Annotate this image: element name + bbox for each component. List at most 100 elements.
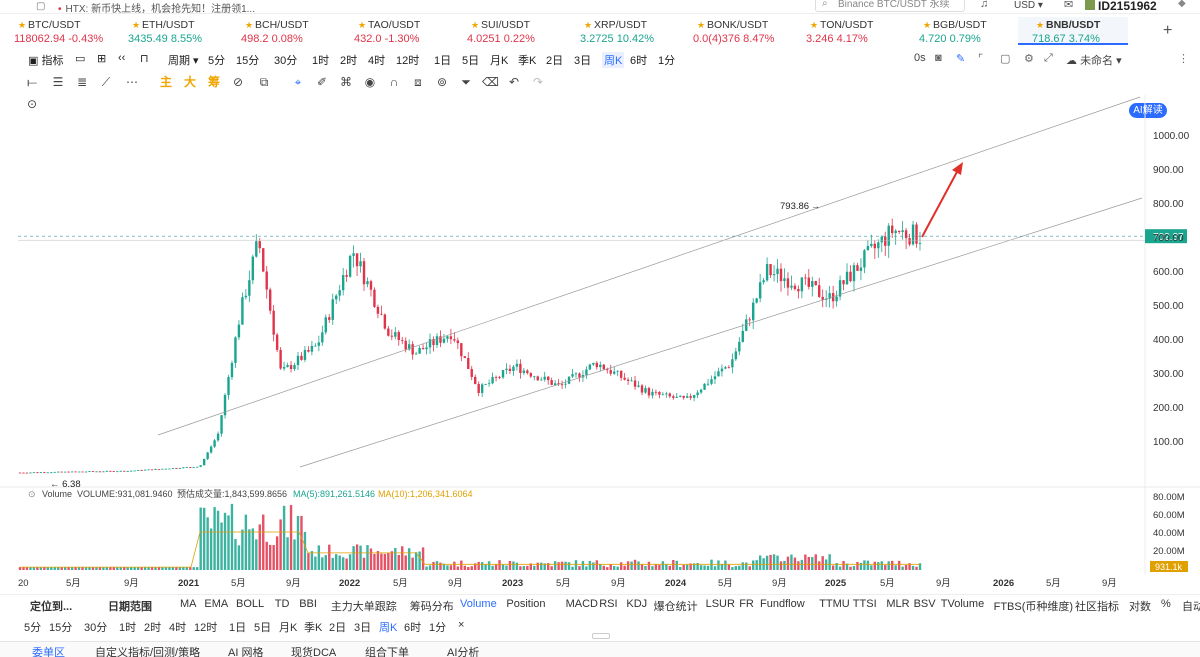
bottom-interval-12[interactable]: 3日 bbox=[354, 622, 372, 634]
bottom-interval-14[interactable]: 6时 bbox=[404, 622, 422, 634]
avatar[interactable] bbox=[1085, 0, 1095, 10]
bar-icon[interactable]: ⊓ bbox=[140, 53, 149, 65]
bottom-interval-5[interactable]: 4时 bbox=[169, 622, 187, 634]
currency-select[interactable]: USD ▾ bbox=[1014, 0, 1043, 11]
bottom-interval-3[interactable]: 1时 bbox=[119, 622, 137, 634]
star-icon[interactable]: ★ bbox=[245, 20, 254, 30]
search-input[interactable]: Binance BTC/USDT 永续 bbox=[815, 0, 965, 12]
user-id[interactable]: ID2151962 bbox=[1098, 0, 1157, 13]
bottom-interval-15[interactable]: 1分 bbox=[429, 622, 447, 634]
interval-15[interactable]: 1分 bbox=[658, 55, 676, 67]
star-icon[interactable]: ★ bbox=[471, 20, 480, 30]
interval-5[interactable]: 4时 bbox=[368, 55, 386, 67]
camera-icon[interactable]: ◙ bbox=[935, 52, 942, 64]
bottom-tab-2[interactable]: AI 网格 bbox=[228, 647, 264, 657]
ticker-sui[interactable]: ★ SUI/USDT 4.0251 0.22% bbox=[453, 17, 563, 45]
ai-interpret-button[interactable]: AI解读 bbox=[1129, 103, 1167, 118]
bottom-tab-1[interactable]: 自定义指标/回测/策略 bbox=[95, 647, 201, 657]
calendar-icon[interactable]: ▭ bbox=[75, 53, 86, 65]
interval-9[interactable]: 月K bbox=[490, 55, 509, 67]
main-indicator-1[interactable]: EMA bbox=[204, 598, 228, 610]
main-indicator-5[interactable]: 主力大单跟踪 bbox=[331, 598, 397, 614]
main-indicator-4[interactable]: BBI bbox=[299, 598, 317, 610]
undo-icon[interactable]: ↶ bbox=[508, 75, 520, 89]
star-icon[interactable]: ★ bbox=[1036, 20, 1045, 30]
interval-7[interactable]: 1日 bbox=[434, 55, 452, 67]
grid-icon[interactable]: ⊞ bbox=[97, 53, 107, 65]
filter-icon[interactable]: ⏷ bbox=[461, 75, 471, 89]
main-force-button[interactable]: 主 bbox=[159, 75, 172, 89]
star-icon[interactable]: ★ bbox=[18, 20, 27, 30]
sub-indicator-10[interactable]: TTSI bbox=[853, 598, 877, 610]
sub-indicator-13[interactable]: TVolume bbox=[941, 598, 984, 610]
bottom-interval-7[interactable]: 1日 bbox=[229, 622, 247, 634]
interval-6[interactable]: 12时 bbox=[396, 55, 420, 67]
bottom-interval-10[interactable]: 季K bbox=[304, 622, 323, 634]
add-tab-icon[interactable]: + bbox=[1163, 22, 1173, 39]
ticker-tao[interactable]: ★ TAO/USDT 432.0 -1.30% bbox=[340, 17, 450, 45]
rewind-icon[interactable]: ‹‹ bbox=[118, 52, 126, 64]
bell-icon[interactable]: ♫ bbox=[980, 0, 989, 10]
star-icon[interactable]: ★ bbox=[358, 20, 367, 30]
fib-tool-icon[interactable]: ≣ bbox=[76, 75, 88, 89]
main-indicator-6[interactable]: 筹码分布 bbox=[410, 598, 454, 614]
interval-1[interactable]: 15分 bbox=[236, 55, 260, 67]
star-icon[interactable]: ★ bbox=[132, 20, 141, 30]
sub-indicator-0[interactable]: Volume bbox=[460, 598, 497, 610]
sub-indicator-7[interactable]: FR bbox=[739, 598, 754, 610]
bottom-interval-0[interactable]: 5分 bbox=[24, 622, 42, 634]
trend-tool-icon[interactable]: ⟋ bbox=[101, 75, 111, 89]
bottom-interval-6[interactable]: 12时 bbox=[194, 622, 218, 634]
interval-3[interactable]: 1时 bbox=[312, 55, 330, 67]
copy-icon[interactable]: ⧉ bbox=[259, 75, 269, 89]
main-indicator-2[interactable]: BOLL bbox=[236, 598, 264, 610]
bottom-interval-13[interactable]: 周K bbox=[379, 622, 398, 634]
more-tools-icon[interactable]: ⋯ bbox=[126, 75, 138, 89]
big-order-button[interactable]: 大 bbox=[183, 75, 196, 89]
lock-icon[interactable]: ⌘ bbox=[340, 75, 352, 89]
channel-lower-line[interactable] bbox=[299, 197, 1143, 468]
bottom-interval-8[interactable]: 5日 bbox=[254, 622, 272, 634]
interval-13[interactable]: 周K bbox=[602, 52, 625, 68]
locate-button[interactable]: 定位到... bbox=[30, 598, 72, 614]
delete-icon[interactable]: ⌫ bbox=[482, 75, 499, 89]
right-option-2[interactable]: % bbox=[1161, 598, 1171, 610]
redo-icon[interactable]: ↷ bbox=[532, 75, 544, 89]
brush-icon[interactable]: ✐ bbox=[316, 75, 328, 89]
star-icon[interactable]: ★ bbox=[810, 20, 819, 30]
mail-icon[interactable]: ✉ bbox=[1064, 0, 1074, 11]
interval-11[interactable]: 2日 bbox=[546, 55, 564, 67]
main-indicator-3[interactable]: TD bbox=[275, 598, 290, 610]
ticker-btc[interactable]: ★ BTC/USDT 118062.94 -0.43% bbox=[0, 17, 110, 45]
line-tool-icon[interactable]: ⟝ bbox=[27, 75, 37, 89]
bottom-tab-3[interactable]: 现货DCA bbox=[291, 647, 337, 657]
layout-select[interactable]: ☁ 未命名 ▾ bbox=[1066, 55, 1122, 67]
eye-icon[interactable]: ◉ bbox=[364, 75, 376, 89]
ticker-xrp[interactable]: ★ XRP/USDT 3.2725 10.42% bbox=[566, 17, 676, 45]
interval-4[interactable]: 2时 bbox=[340, 55, 358, 67]
ticker-eth[interactable]: ★ ETH/USDT 3435.49 8.55% bbox=[114, 17, 224, 45]
collapse-volume-icon[interactable]: ⊙ bbox=[28, 489, 36, 499]
doc-icon[interactable]: ▢ bbox=[36, 1, 46, 12]
right-option-3[interactable]: 自动 bbox=[1182, 598, 1200, 614]
sub-indicator-14[interactable]: FTBS(币种维度) bbox=[994, 598, 1073, 614]
right-option-0[interactable]: 社区指标 bbox=[1075, 598, 1119, 614]
sub-indicator-2[interactable]: MACD bbox=[566, 598, 598, 610]
sub-indicator-12[interactable]: BSV bbox=[914, 598, 936, 610]
visibility-icon[interactable]: ⊚ bbox=[436, 75, 448, 89]
ticker-bgb[interactable]: ★ BGB/USDT 4.720 0.79% bbox=[905, 17, 1015, 45]
ticker-bch[interactable]: ★ BCH/USDT 498.2 0.08% bbox=[227, 17, 337, 45]
bottom-tab-0[interactable]: 委单区 bbox=[32, 644, 65, 657]
channel-upper-line[interactable] bbox=[157, 96, 1141, 436]
ticker-bnb[interactable]: ★ BNB/USDT 718.67 3.74% bbox=[1018, 17, 1128, 45]
layers-icon[interactable]: ⧈ bbox=[414, 75, 422, 89]
close-icon[interactable]: × bbox=[458, 619, 465, 631]
date-range-button[interactable]: 日期范围 bbox=[108, 598, 152, 614]
bottom-tab-5[interactable]: AI分析 bbox=[447, 647, 480, 657]
sub-indicator-6[interactable]: LSUR bbox=[706, 598, 735, 610]
expand-icon[interactable]: ⤢ bbox=[1044, 52, 1053, 64]
square-icon[interactable]: ▢ bbox=[1000, 53, 1011, 65]
resize-handle[interactable] bbox=[592, 633, 610, 639]
price-chart[interactable]: 702.37 793.86 → ← 6.38 ⊙ Volume VOLUME:931,081… bbox=[0, 95, 1200, 595]
news-ticker[interactable]: • HTX: 新币快上线，机会抢先知！注册领1... bbox=[58, 4, 255, 15]
